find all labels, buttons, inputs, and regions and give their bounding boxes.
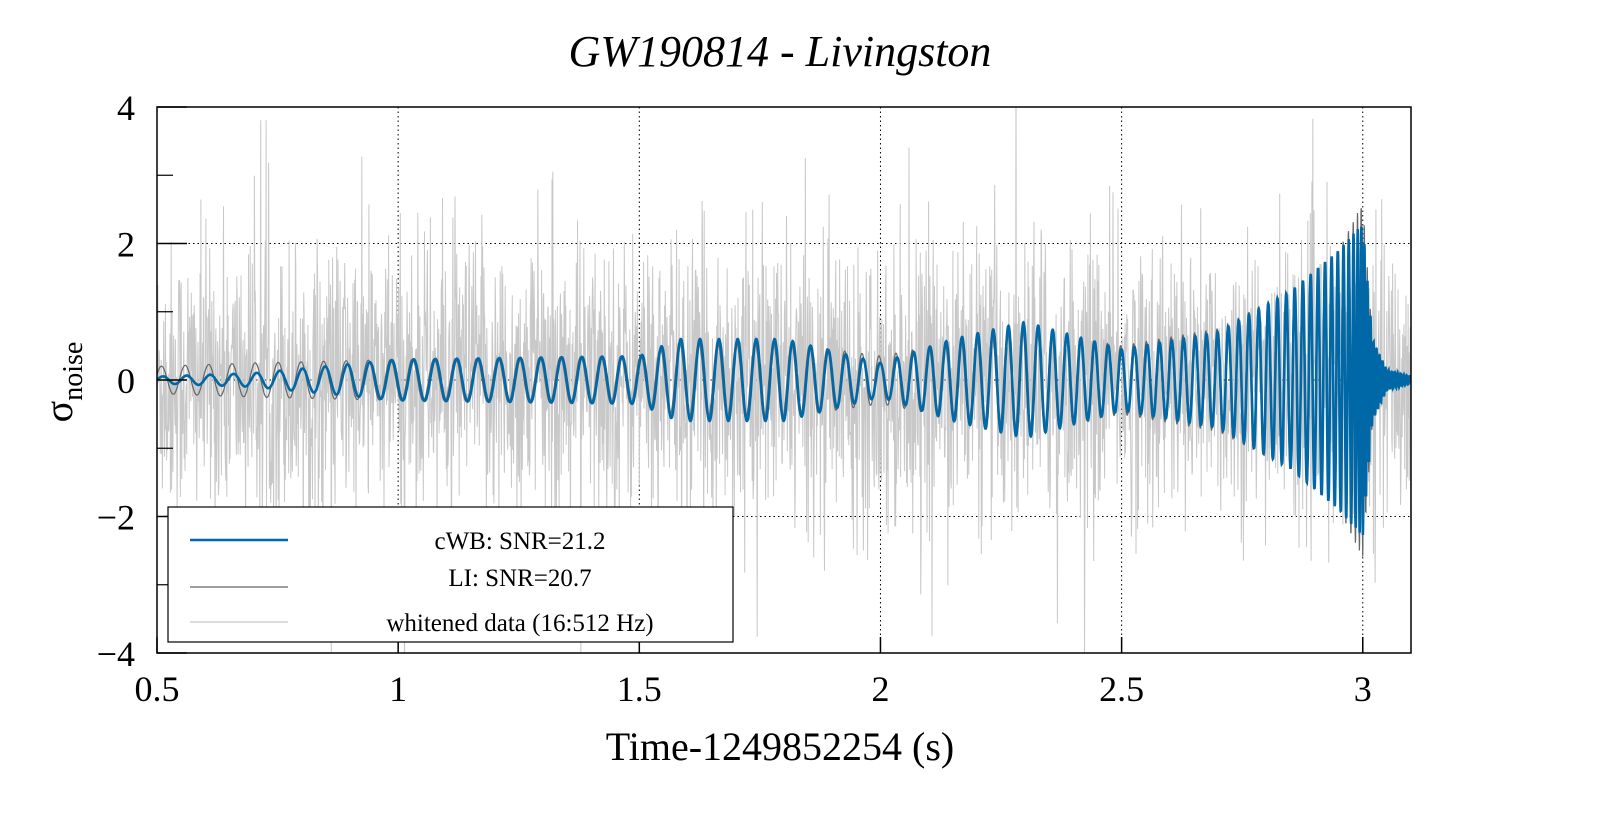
axis-ticks: 0.5 1 1.5 2 2.5 3 −4 −2 0 2 4 [97,88,1372,709]
y-tick-label: 4 [117,88,135,128]
chart-title: GW190814 - Livingston [569,27,992,76]
series-group [157,107,1411,653]
y-axis-label-sub: noise [58,342,89,401]
series-cwb [157,226,1411,535]
y-axis-label-main: σ [36,401,81,423]
x-tick-label: 1 [389,669,407,709]
x-tick-label: 3 [1354,669,1372,709]
y-tick-label: 0 [117,361,135,401]
x-tick-label: 0.5 [135,669,180,709]
legend: cWB: SNR=21.2 LI: SNR=20.7 whitened data… [167,506,734,643]
y-tick-label: −2 [97,498,135,538]
x-tick-label: 2 [871,669,889,709]
x-tick-label: 1.5 [617,669,662,709]
y-axis-label: σnoise [36,342,89,423]
x-tick-label: 2.5 [1099,669,1144,709]
y-tick-label: −4 [97,634,135,674]
legend-label-li: LI: SNR=20.7 [448,565,591,592]
legend-label-cwb: cWB: SNR=21.2 [434,528,605,555]
svg-text:σnoise: σnoise [36,342,89,423]
legend-box [167,506,734,643]
y-tick-label: 2 [117,225,135,265]
legend-label-whitened: whitened data (16:512 Hz) [386,610,653,637]
x-axis-label: Time-1249852254 (s) [606,724,955,769]
